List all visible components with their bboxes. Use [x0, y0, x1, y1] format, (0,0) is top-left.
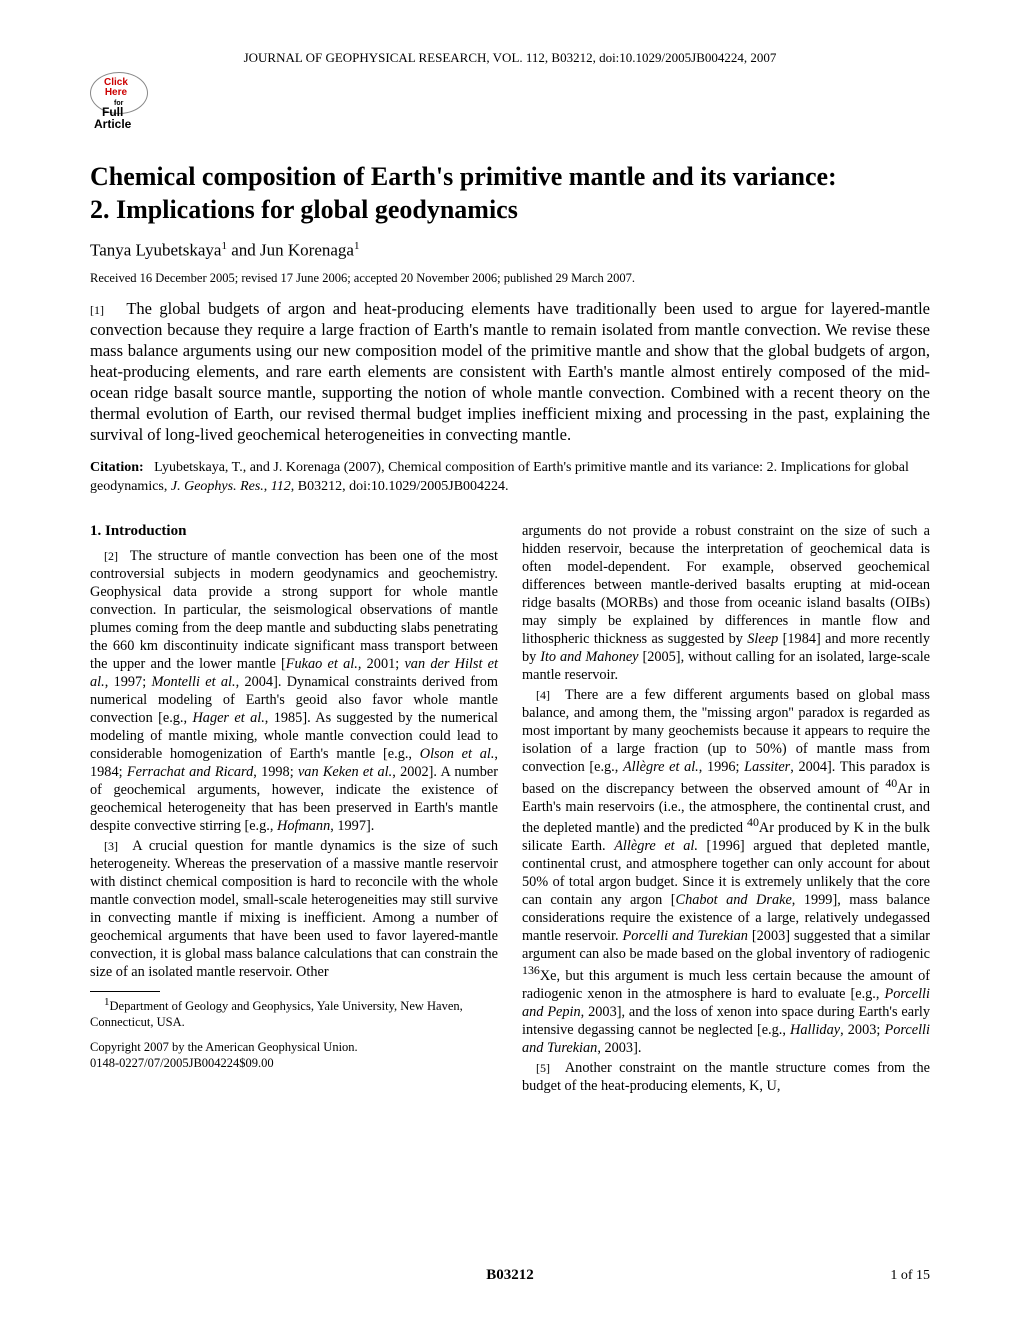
affiliation-footnote: 1Department of Geology and Geophysics, Y…	[90, 996, 498, 1031]
footnote-rule	[90, 991, 160, 992]
badge-article: Article	[94, 118, 131, 130]
page-number: 1 of 15	[890, 1268, 930, 1284]
paragraph-2: [2] The structure of mantle convection h…	[90, 547, 498, 835]
badge-click-here: ClickHere	[104, 78, 128, 98]
publication-dates: Received 16 December 2005; revised 17 Ju…	[90, 271, 930, 286]
paragraph-3: [3] A crucial question for mantle dynami…	[90, 837, 498, 981]
body-columns: 1. Introduction [2] The structure of man…	[90, 522, 930, 1095]
paragraph-2-text: The structure of mantle convection has b…	[90, 548, 498, 834]
paragraph-5: [5] Another constraint on the mantle str…	[522, 1059, 930, 1095]
column2-continuation: arguments do not provide a robust constr…	[522, 522, 930, 684]
citation: Citation: Lyubetskaya, T., and J. Korena…	[90, 459, 930, 495]
article-title-line2: 2. Implications for global geodynamics	[90, 194, 930, 227]
page-footer: B03212	[0, 1267, 1020, 1284]
article-title-line1: Chemical composition of Earth's primitiv…	[90, 161, 930, 194]
copyright: Copyright 2007 by the American Geophysic…	[90, 1040, 498, 1072]
full-article-badge[interactable]: ClickHere for Full Article	[90, 72, 150, 127]
abstract-number: [1]	[90, 303, 104, 317]
section-1-heading: 1. Introduction	[90, 522, 498, 541]
journal-header: JOURNAL OF GEOPHYSICAL RESEARCH, VOL. 11…	[90, 50, 930, 66]
paragraph-4: [4] There are a few different arguments …	[522, 686, 930, 1057]
footer-article-id: B03212	[486, 1267, 534, 1283]
col2-cont-text: arguments do not provide a robust constr…	[522, 523, 930, 683]
paragraph-4-text: There are a few different arguments base…	[522, 687, 930, 1056]
authors: Tanya Lyubetskaya1 and Jun Korenaga1	[90, 240, 930, 261]
abstract: [1] The global budgets of argon and heat…	[90, 298, 930, 446]
